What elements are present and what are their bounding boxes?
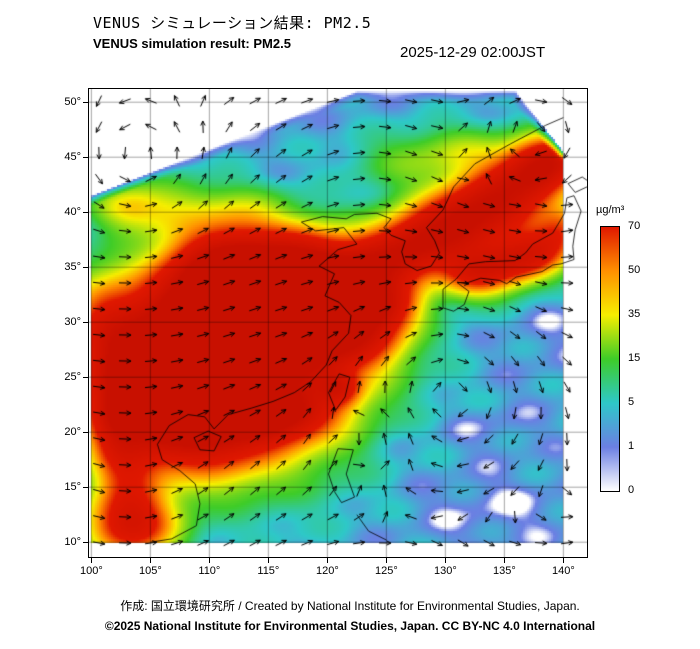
lat-tick-mark [83,102,88,104]
lon-tick-label: 125° [374,565,398,577]
pm25-map-canvas [89,89,587,557]
legend-color-segment [601,403,619,447]
license-line: ©2025 National Institute for Environment… [104,619,596,633]
legend-value-label: 35 [628,308,641,320]
color-scale-legend: µg/m³ 70 50 35 15 5 1 0 [596,204,690,496]
lat-tick-mark [83,432,88,434]
lon-tick-label: 115° [257,565,280,577]
legend-color-bar [600,226,620,492]
lon-tick-label: 135° [492,565,516,577]
legend-value-label: 50 [628,264,641,276]
legend-value-label: 15 [628,352,641,364]
legend-color-segment [601,447,619,491]
lon-tick-label: 110° [198,565,221,577]
lon-tick-mark [563,558,565,563]
lat-tick-label: 35° [64,261,81,274]
lon-tick-label: 130° [433,565,457,577]
legend-value-label: 5 [628,396,635,408]
lat-tick-label: 40° [64,206,81,219]
lat-tick-label: 20° [64,426,81,439]
lon-tick-mark [150,558,152,563]
lat-tick-mark [83,487,88,489]
lon-tick-mark [445,558,447,563]
map-plot-area [88,88,588,558]
lon-tick-label: 100° [79,565,103,577]
legend-unit-label: µg/m³ [596,204,625,216]
lat-tick-mark [83,322,88,324]
lat-tick-label: 30° [64,316,81,329]
footer: 作成: 国立環境研究所 / Created by National Instit… [0,597,700,633]
legend-color-segment [601,315,619,359]
lon-tick-mark [91,558,93,563]
lon-tick-label: 105° [138,565,162,577]
page-title-english: VENUS simulation result: PM2.5 [93,36,291,51]
lat-tick-label: 15° [64,481,81,494]
lon-tick-label: 140° [551,565,575,577]
lon-tick-label: 120° [315,565,339,577]
legend-value-label: 0 [628,484,635,496]
lat-tick-mark [83,377,88,379]
lat-tick-mark [83,157,88,159]
legend-color-segment [601,271,619,315]
lat-tick-label: 10° [64,536,81,549]
credit-line: 作成: 国立環境研究所 / Created by National Instit… [120,599,580,613]
legend-color-segment [601,359,619,403]
lon-tick-mark [209,558,211,563]
lon-tick-mark [504,558,506,563]
lat-tick-label: 45° [64,151,81,164]
lat-tick-label: 25° [64,371,81,384]
legend-value-label: 1 [628,440,635,452]
lon-tick-mark [327,558,329,563]
lon-tick-mark [268,558,270,563]
page-title-japanese: VENUS シミュレーション結果: PM2.5 [93,14,372,32]
lat-tick-mark [83,542,88,544]
legend-color-segment [601,227,619,271]
simulation-timestamp: 2025-12-29 02:00JST [400,44,546,61]
lon-tick-mark [386,558,388,563]
lat-tick-mark [83,267,88,269]
legend-value-label: 70 [628,220,641,232]
lat-tick-label: 50° [64,96,81,109]
lat-tick-mark [83,212,88,214]
